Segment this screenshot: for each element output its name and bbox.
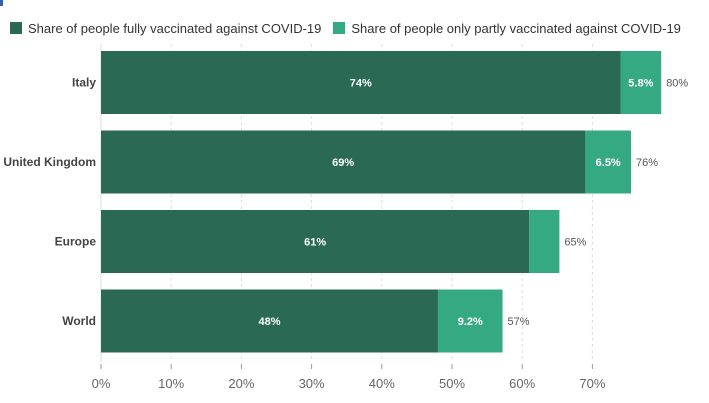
- bar-partly-vaccinated[interactable]: [620, 51, 662, 114]
- bar-fully-vaccinated[interactable]: [101, 130, 586, 194]
- legend-label-partly-vaccinated: Share of people only partly vaccinated a…: [351, 20, 681, 36]
- legend-swatch-partly-vaccinated: [333, 22, 346, 34]
- bar-value-label: 9.2%: [458, 316, 483, 328]
- category-label: World: [62, 314, 96, 328]
- x-tick-label: 60%: [509, 376, 535, 391]
- bar-value-label: 74%: [350, 78, 372, 90]
- x-tick-label: 0%: [92, 376, 111, 391]
- bar-value-label: 5.8%: [628, 78, 653, 90]
- chart-legend: Share of people fully vaccinated against…: [10, 19, 693, 37]
- legend-item-fully-vaccinated[interactable]: Share of people fully vaccinated against…: [10, 21, 321, 36]
- x-tick-label: 70%: [579, 376, 605, 391]
- bar-value-label: 48%: [258, 316, 280, 328]
- bar-fully-vaccinated[interactable]: [101, 289, 438, 353]
- x-tick-label: 40%: [369, 376, 395, 391]
- bar-value-label: 6.5%: [596, 157, 621, 169]
- bar-total-label: 80%: [666, 78, 688, 90]
- x-axis: 0% 10% 20% 30% 40% 50% 60% 70%: [92, 364, 606, 391]
- bar-fully-vaccinated[interactable]: [101, 51, 621, 114]
- x-tick-label: 20%: [228, 376, 254, 391]
- bar-fully-vaccinated[interactable]: [101, 210, 530, 273]
- bar-labels: Italy 74% 5.8% 80% United Kingdom 69% 6.5% 76% E…: [3, 76, 688, 329]
- x-tick-label: 10%: [158, 376, 184, 391]
- category-label: Europe: [55, 235, 97, 249]
- bar-partly-vaccinated[interactable]: [585, 130, 632, 194]
- bar-total-label: 65%: [564, 237, 586, 249]
- bars: [101, 51, 662, 353]
- x-tick-label: 50%: [439, 376, 465, 391]
- bar-total-label: 57%: [508, 316, 530, 328]
- bar-value-label: 61%: [304, 237, 326, 249]
- bar-partly-vaccinated[interactable]: [437, 289, 503, 353]
- legend-item-partly-vaccinated[interactable]: Share of people only partly vaccinated a…: [333, 21, 681, 36]
- bar-value-label: 69%: [332, 157, 354, 169]
- legend-label-fully-vaccinated: Share of people fully vaccinated against…: [28, 20, 322, 36]
- bar-total-label: 76%: [636, 157, 658, 169]
- category-label: United Kingdom: [3, 155, 96, 169]
- x-tick-label: 30%: [299, 376, 325, 391]
- bar-partly-vaccinated[interactable]: [529, 210, 560, 273]
- category-label: Italy: [72, 76, 96, 90]
- legend-swatch-fully-vaccinated: [10, 22, 22, 34]
- corner-accent-mark: [0, 0, 3, 6]
